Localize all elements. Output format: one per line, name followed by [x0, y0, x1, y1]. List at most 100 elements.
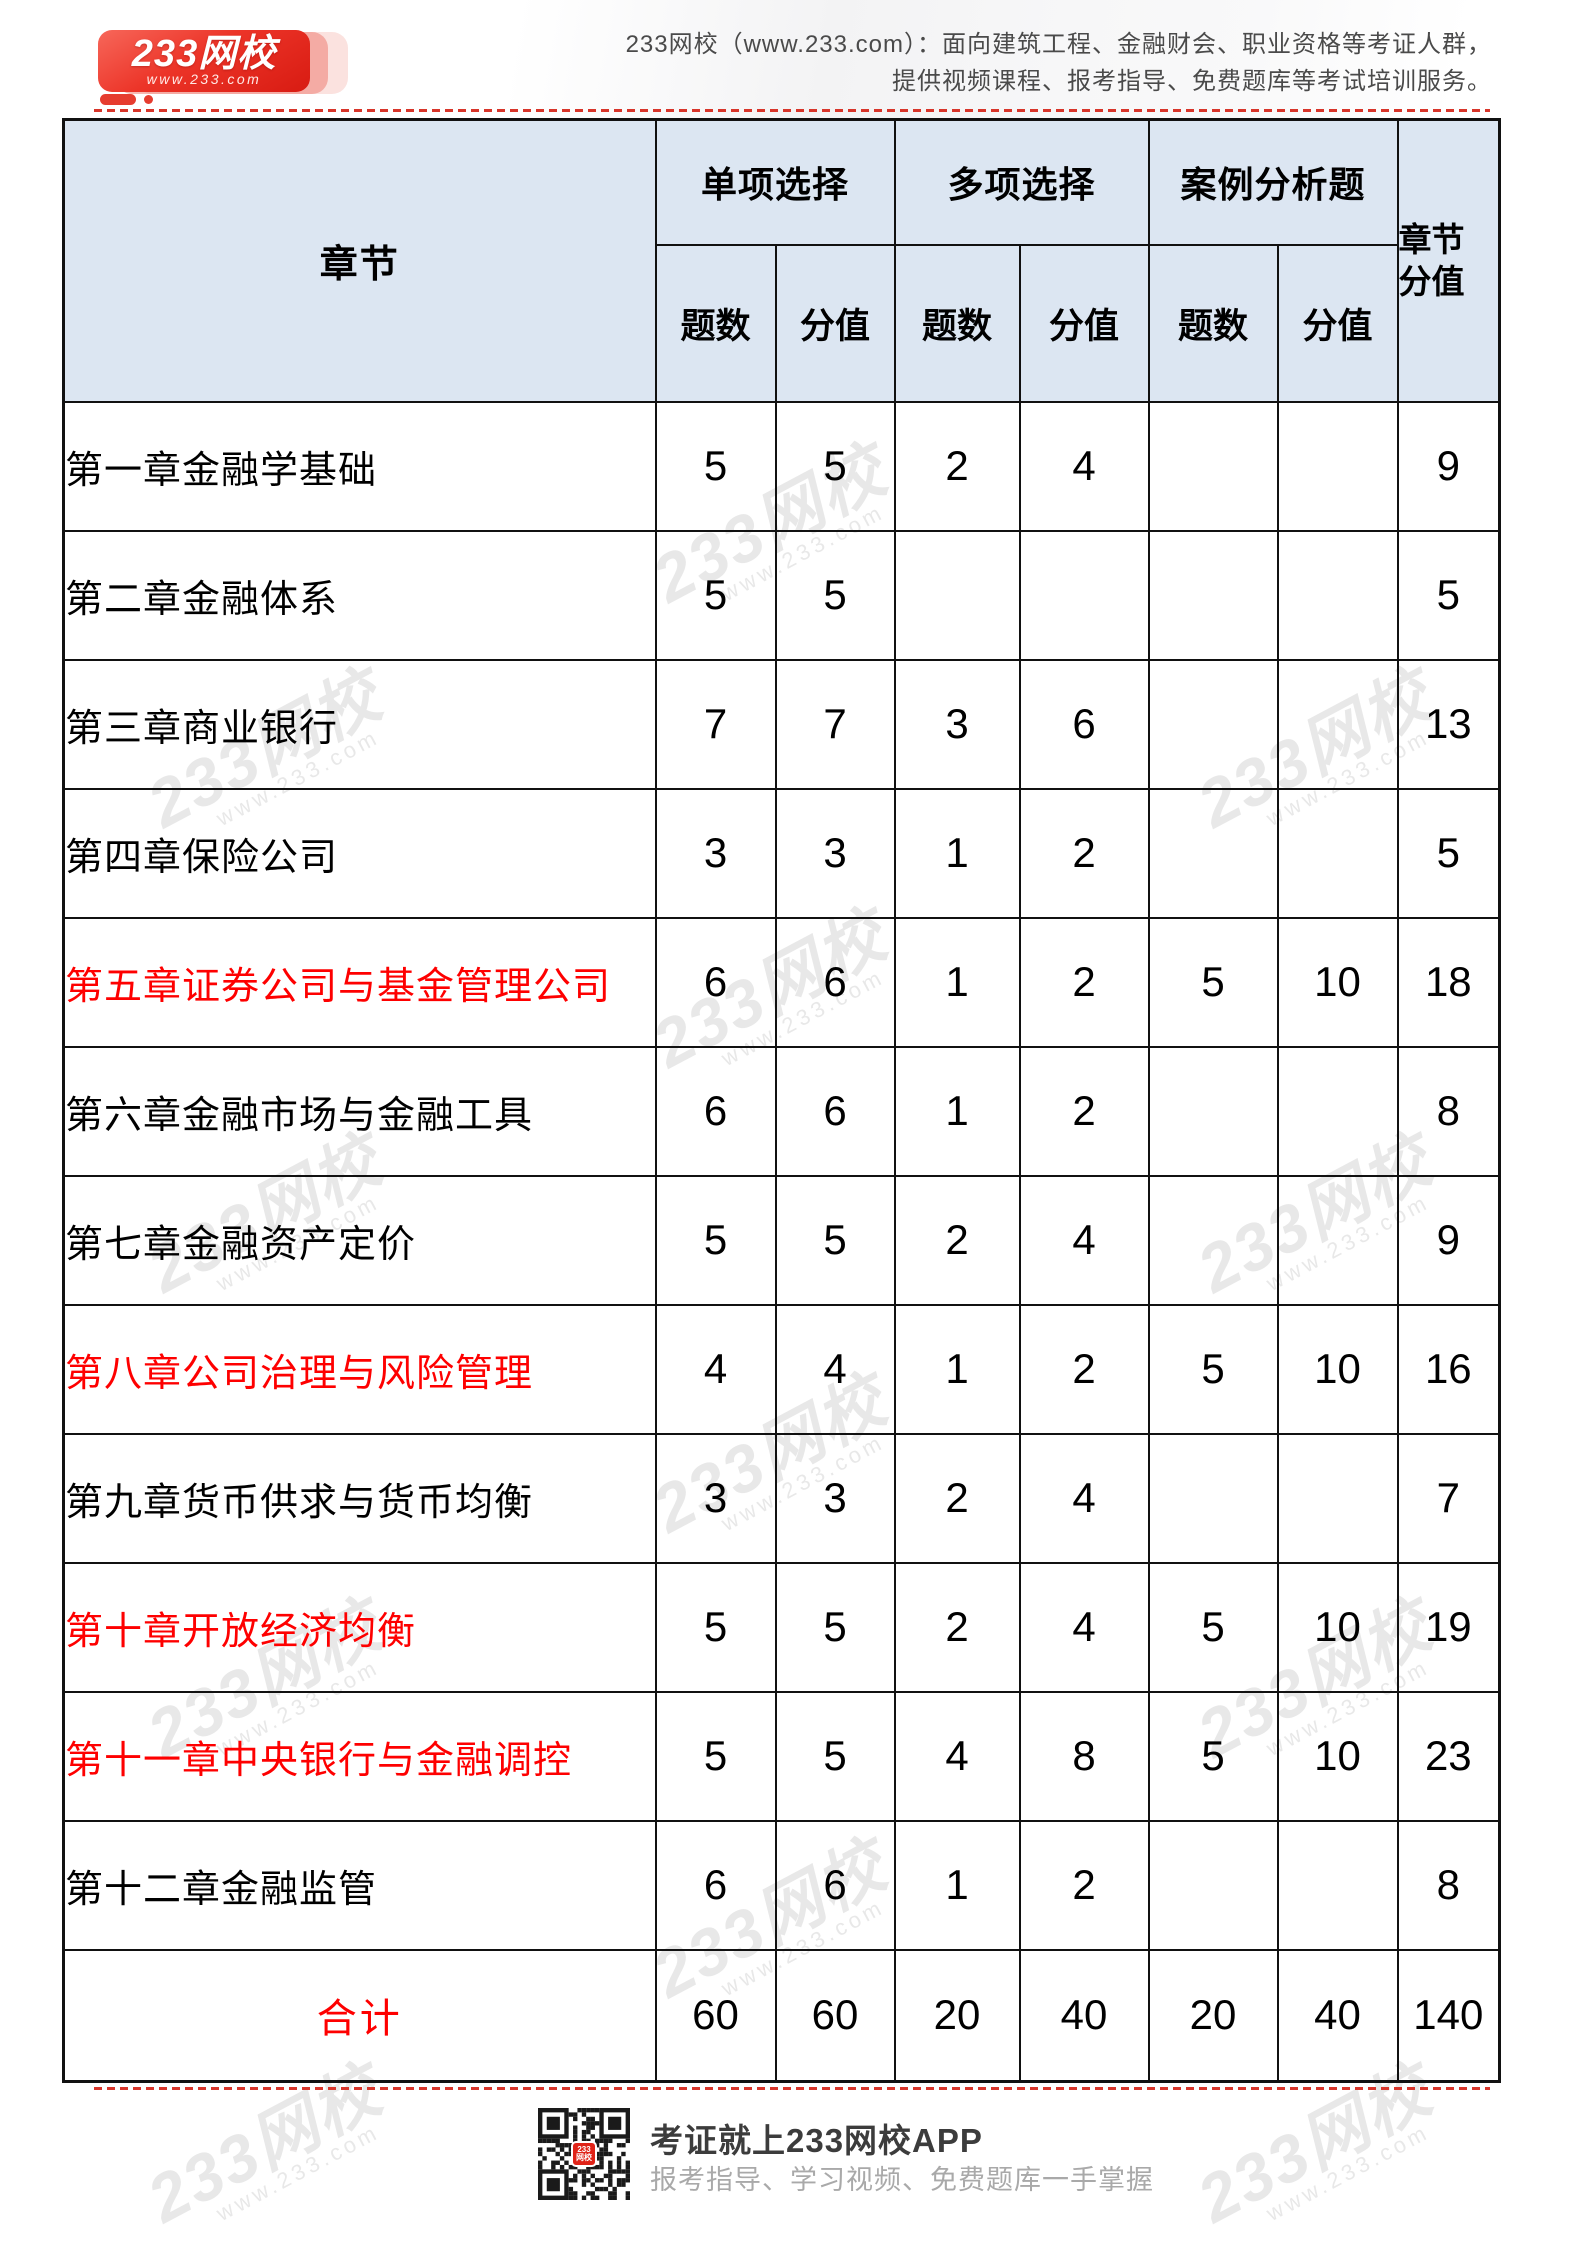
value-cell: 5: [774, 400, 896, 532]
value-cell: 6: [774, 916, 896, 1048]
value-cell: 8: [1396, 1819, 1501, 1951]
value-cell: 140: [1396, 1948, 1501, 2083]
header-score: 分值: [1276, 243, 1399, 403]
table-row: 第四章保险公司 3 3 1 2 5: [62, 787, 1501, 919]
value-cell: 5: [654, 1174, 777, 1306]
footer-app-title: 考证就上233网校APP: [650, 2122, 983, 2159]
value-cell: 8: [1396, 1045, 1501, 1177]
value-cell: 4: [1018, 1561, 1150, 1693]
value-cell: 3: [774, 787, 896, 919]
qr-code: 233 网校: [538, 2108, 630, 2200]
value-cell: 5: [654, 1561, 777, 1693]
header-question-count: 题数: [893, 243, 1021, 403]
chapter-name-cell: 第一章金融学基础: [62, 400, 657, 532]
red-dashed-divider-top: [94, 109, 1490, 112]
chapter-name-cell: 第七章金融资产定价: [62, 1174, 657, 1306]
table-row: 第一章金融学基础 5 5 2 4 9: [62, 400, 1501, 532]
value-cell: 6: [654, 1045, 777, 1177]
value-cell: 4: [893, 1690, 1021, 1822]
value-cell: 5: [1147, 916, 1279, 1048]
value-cell: 9: [1396, 1174, 1501, 1306]
chapter-name-cell: 第三章商业银行: [62, 658, 657, 790]
value-cell: 2: [1018, 1303, 1150, 1435]
value-cell: 3: [654, 787, 777, 919]
chapter-name-cell: 第四章保险公司: [62, 787, 657, 919]
value-cell: 6: [774, 1045, 896, 1177]
value-cell: 20: [1147, 1948, 1279, 2083]
value-cell: [1147, 1174, 1279, 1306]
value-cell: 2: [893, 1432, 1021, 1564]
value-cell: 1: [893, 1045, 1021, 1177]
header-slogan: 233网校（www.233.com）：面向建筑工程、金融财会、职业资格等考证人群…: [626, 26, 1492, 100]
chapter-name-cell: 合计: [62, 1948, 657, 2083]
value-cell: 1: [893, 1303, 1021, 1435]
value-cell: [1276, 1432, 1399, 1564]
value-cell: 2: [893, 1174, 1021, 1306]
value-cell: 6: [654, 916, 777, 1048]
table-row: 第五章证券公司与基金管理公司 6 6 1 2 5 10 18: [62, 916, 1501, 1048]
chapter-name-cell: 第八章公司治理与风险管理: [62, 1303, 657, 1435]
value-cell: [1147, 1045, 1279, 1177]
value-cell: 2: [893, 1561, 1021, 1693]
value-cell: 1: [893, 787, 1021, 919]
value-cell: 2: [1018, 1819, 1150, 1951]
header-question-count: 题数: [1147, 243, 1279, 403]
value-cell: 40: [1276, 1948, 1399, 2083]
red-dashed-divider-bottom: [94, 2087, 1490, 2090]
brand-logo: 233网校 www.233.com: [98, 30, 348, 105]
value-cell: 5: [774, 529, 896, 661]
logo-dot-shape: [144, 95, 153, 104]
chapter-name-cell: 第十一章中央银行与金融调控: [62, 1690, 657, 1822]
value-cell: 5: [774, 1690, 896, 1822]
table-row: 第七章金融资产定价 5 5 2 4 9: [62, 1174, 1501, 1306]
header-score: 分值: [1018, 243, 1150, 403]
table-body: 第一章金融学基础 5 5 2 4 9 第二章金融体系 5 5 5 第三章商业银行 7 7 3 6 13 第四章保…: [62, 400, 1501, 2083]
value-cell: 7: [654, 658, 777, 790]
value-cell: 4: [1018, 1432, 1150, 1564]
value-cell: 2: [893, 400, 1021, 532]
value-cell: 1: [893, 916, 1021, 1048]
chapter-name-cell: 第十二章金融监管: [62, 1819, 657, 1951]
table-row: 第六章金融市场与金融工具 6 6 1 2 8: [62, 1045, 1501, 1177]
qr-code-pattern: [538, 2108, 630, 2200]
value-cell: 4: [774, 1303, 896, 1435]
value-cell: 7: [774, 658, 896, 790]
chapter-name-cell: 第九章货币供求与货币均衡: [62, 1432, 657, 1564]
value-cell: 6: [1018, 658, 1150, 790]
header-question-count: 题数: [654, 243, 777, 403]
value-cell: [1018, 529, 1150, 661]
value-cell: 4: [1018, 1174, 1150, 1306]
value-cell: 23: [1396, 1690, 1501, 1822]
value-cell: 3: [774, 1432, 896, 1564]
table-row: 第二章金融体系 5 5 5: [62, 529, 1501, 661]
footer-app-subtitle: 报考指导、学习视频、免费题库一手掌握: [650, 2165, 1154, 2195]
header-chapter: 章节: [62, 118, 657, 403]
value-cell: 6: [654, 1819, 777, 1951]
table-row: 第八章公司治理与风险管理 4 4 1 2 5 10 16: [62, 1303, 1501, 1435]
value-cell: [1147, 658, 1279, 790]
logo-title: 233网校: [131, 32, 277, 75]
value-cell: 5: [654, 529, 777, 661]
table-row: 第十一章中央银行与金融调控 5 5 4 8 5 10 23: [62, 1690, 1501, 1822]
value-cell: 3: [893, 658, 1021, 790]
value-cell: 5: [1396, 529, 1501, 661]
table-row: 第十章开放经济均衡 5 5 2 4 5 10 19: [62, 1561, 1501, 1693]
qr-center-logo: 233 网校: [571, 2141, 597, 2167]
value-cell: 3: [654, 1432, 777, 1564]
value-cell: 5: [774, 1174, 896, 1306]
value-cell: 20: [893, 1948, 1021, 2083]
value-cell: 9: [1396, 400, 1501, 532]
value-cell: 7: [1396, 1432, 1501, 1564]
value-cell: 1: [893, 1819, 1021, 1951]
value-cell: [1147, 529, 1279, 661]
value-cell: 10: [1276, 1303, 1399, 1435]
value-cell: 13: [1396, 658, 1501, 790]
total-row: 合计 60 60 20 40 20 40 140: [62, 1948, 1501, 2083]
value-cell: [1276, 658, 1399, 790]
value-cell: [893, 529, 1021, 661]
value-cell: 60: [654, 1948, 777, 2083]
table-header: 章节 单项选择 多项选择 案例分析题 章节 分值 题数 分值 题数 分值 题数 …: [62, 118, 1501, 403]
slogan-line-1: 233网校（www.233.com）：面向建筑工程、金融财会、职业资格等考证人群…: [625, 31, 1492, 58]
qr-logo-label: 233 网校: [576, 2145, 592, 2162]
value-cell: 5: [774, 1561, 896, 1693]
